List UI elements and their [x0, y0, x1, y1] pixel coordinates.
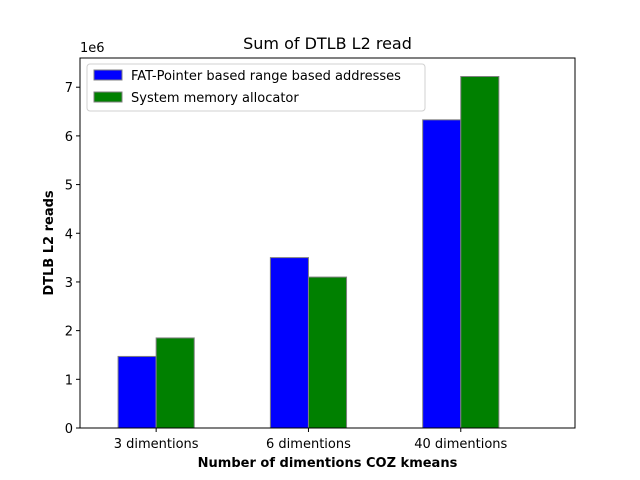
- legend-label-system-allocator: System memory allocator: [131, 91, 299, 106]
- y-tick-label: 4: [65, 227, 73, 242]
- axes-group: 0 1 2 3 4 5 6 7 3 dimentions 6 dimentions 40 dimen…: [65, 57, 576, 452]
- y-tick-label: 5: [65, 179, 73, 194]
- y-tick-label: 3: [65, 276, 73, 291]
- bar-fat-pointer-0: [117, 355, 157, 429]
- bar-fat-pointer-2: [422, 119, 462, 429]
- chart-title: Sum of DTLB L2 read: [243, 34, 412, 53]
- x-tick-label: 3 dimentions: [114, 437, 199, 452]
- x-axis-label: Number of dimentions COZ kmeans: [198, 456, 458, 471]
- y-tick-label: 7: [65, 81, 73, 96]
- legend-swatch-system-allocator: [93, 91, 123, 103]
- x-tick-label: 6 dimentions: [266, 437, 351, 452]
- legend-label-fat-pointer: FAT-Pointer based range based addresses: [131, 69, 401, 84]
- legend-box: [86, 63, 426, 112]
- y-tick-label: 2: [65, 325, 73, 340]
- bar-system-allocator-0: [155, 337, 195, 429]
- bars-group: [117, 76, 500, 429]
- legend: FAT-Pointer based range based addresses …: [86, 63, 426, 112]
- y-tick-label: 6: [65, 130, 73, 145]
- y-axis-label: DTLB L2 reads: [42, 190, 57, 296]
- y-tick-label: 1: [65, 373, 73, 388]
- bar-system-allocator-1: [307, 276, 348, 429]
- legend-swatch-fat-pointer: [93, 69, 123, 81]
- bar-fat-pointer-1: [269, 257, 309, 429]
- bar-system-allocator-2: [460, 76, 500, 429]
- x-tick-label: 40 dimentions: [414, 437, 507, 452]
- y-multiplier-label: 1e6: [80, 41, 105, 56]
- y-tick-label: 0: [65, 422, 73, 437]
- plot-frame: [79, 57, 576, 429]
